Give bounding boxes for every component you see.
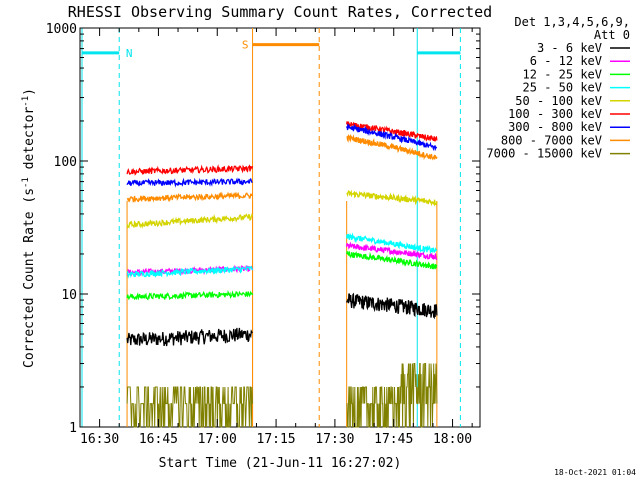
series-line xyxy=(126,164,254,176)
x-tick-label: 17:45 xyxy=(374,432,413,447)
y-axis-label-end: ) xyxy=(22,88,37,96)
y-tick-label: 1000 xyxy=(46,22,77,37)
series-line xyxy=(346,232,437,255)
series-line xyxy=(126,191,254,203)
y-tick-label: 100 xyxy=(54,155,77,170)
x-axis: 16:30 16:45 17:00 17:15 17:30 17:45 18:00 xyxy=(79,28,473,447)
y-axis-label-mid: detector xyxy=(22,107,37,178)
legend-label: 50 - 100 keV xyxy=(515,94,602,108)
legend-title-line1: Det 1,3,4,5,6,9, xyxy=(514,15,630,29)
legend-title-line2: Att 0 xyxy=(594,28,630,42)
x-tick-label: 18:00 xyxy=(433,432,472,447)
legend-label: 800 - 7000 keV xyxy=(501,133,602,147)
series-line xyxy=(126,177,253,188)
data-layer: NS xyxy=(81,28,461,428)
series-line xyxy=(346,123,438,152)
legend-label: 3 - 6 keV xyxy=(537,41,602,55)
series-line xyxy=(346,250,438,270)
y-axis-label-main: Corrected Count Rate (s xyxy=(22,188,37,368)
y-tick-label: 10 xyxy=(61,288,77,303)
series-line xyxy=(346,363,438,428)
y-axis-label-sup2: -1 xyxy=(21,96,31,107)
generation-timestamp: 18-Oct-2021 01:04 xyxy=(554,468,636,477)
series-line xyxy=(126,386,253,428)
x-axis-label: Start Time (21-Jun-11 16:27:02) xyxy=(159,456,402,471)
series-line xyxy=(346,189,438,207)
legend-label: 300 - 800 keV xyxy=(508,120,602,134)
chart-title: RHESSI Observing Summary Count Rates, Co… xyxy=(68,3,492,21)
series-line xyxy=(346,292,438,320)
series-line xyxy=(126,289,254,301)
legend-label: 6 - 12 keV xyxy=(530,54,602,68)
legend-label: 25 - 50 keV xyxy=(523,81,602,95)
series-line xyxy=(126,327,253,347)
series-line xyxy=(126,213,254,229)
flag-label: N xyxy=(126,47,133,60)
x-tick-label: 17:15 xyxy=(257,432,296,447)
x-tick-label: 16:30 xyxy=(80,432,119,447)
series-line xyxy=(126,265,254,279)
series-line xyxy=(346,241,438,261)
x-tick-label: 17:00 xyxy=(198,432,237,447)
y-axis: 1 10 100 1000 xyxy=(46,22,480,436)
x-tick-label: 17:30 xyxy=(315,432,354,447)
flag-label: S xyxy=(242,39,249,52)
legend-label: 12 - 25 keV xyxy=(523,67,602,81)
x-tick-label: 16:45 xyxy=(139,432,178,447)
y-axis-label-sup1: -1 xyxy=(21,177,31,188)
plot-frame xyxy=(79,27,481,428)
legend-label: 100 - 300 keV xyxy=(508,107,602,121)
y-tick-label: 1 xyxy=(69,421,77,436)
y-axis-label: Corrected Count Rate (s-1 detector-1) xyxy=(21,88,37,368)
legend-label: 7000 - 15000 keV xyxy=(486,147,602,161)
plot-area: NS 16:30 16:45 17:00 17:15 17:30 17:45 18:00 1… xyxy=(46,22,481,447)
series-line xyxy=(346,133,438,161)
